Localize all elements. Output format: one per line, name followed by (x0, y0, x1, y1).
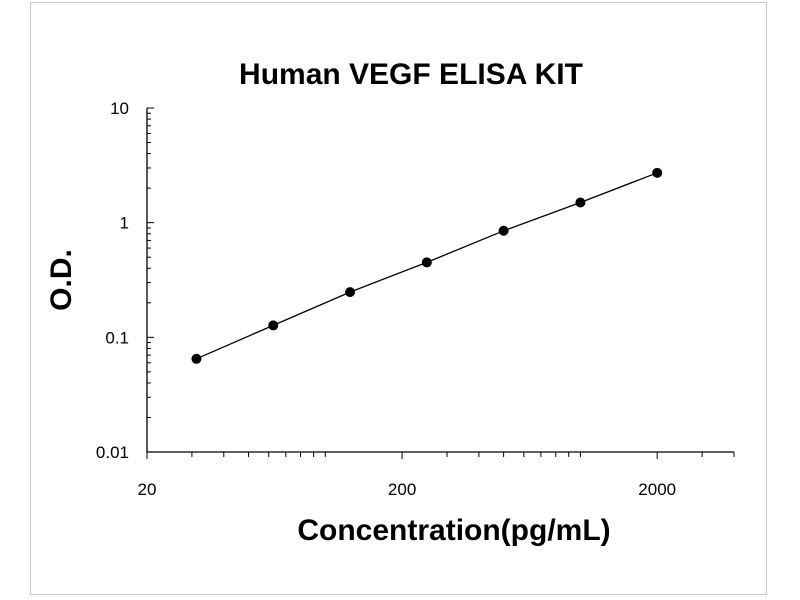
y-tick-labels: 0.01 0.1 1 10 (96, 99, 129, 462)
y-tick-label: 10 (110, 99, 129, 118)
chart-title: Human VEGF ELISA KIT (239, 58, 583, 91)
y-ticks (147, 107, 154, 453)
data-point (575, 197, 586, 208)
data-point (268, 320, 279, 331)
y-tick-label: 0.01 (96, 443, 129, 462)
data-point (498, 225, 509, 236)
data-point (345, 287, 356, 298)
x-tick-labels: 20 200 2000 (138, 480, 677, 499)
x-tick-label: 200 (388, 480, 416, 499)
data-point (652, 167, 663, 178)
x-ticks (146, 452, 735, 459)
x-tick-label: 20 (138, 480, 157, 499)
axes (146, 108, 734, 453)
y-tick-label: 0.1 (105, 328, 129, 347)
y-axis-title: O.D. (45, 249, 78, 311)
x-tick-label: 2000 (638, 480, 676, 499)
data-point (191, 353, 202, 364)
data-points (191, 167, 663, 364)
x-axis-title: Concentration(pg/mL) (297, 514, 610, 547)
chart-frame (30, 2, 767, 595)
y-tick-label: 1 (120, 214, 129, 233)
data-point (421, 257, 432, 268)
